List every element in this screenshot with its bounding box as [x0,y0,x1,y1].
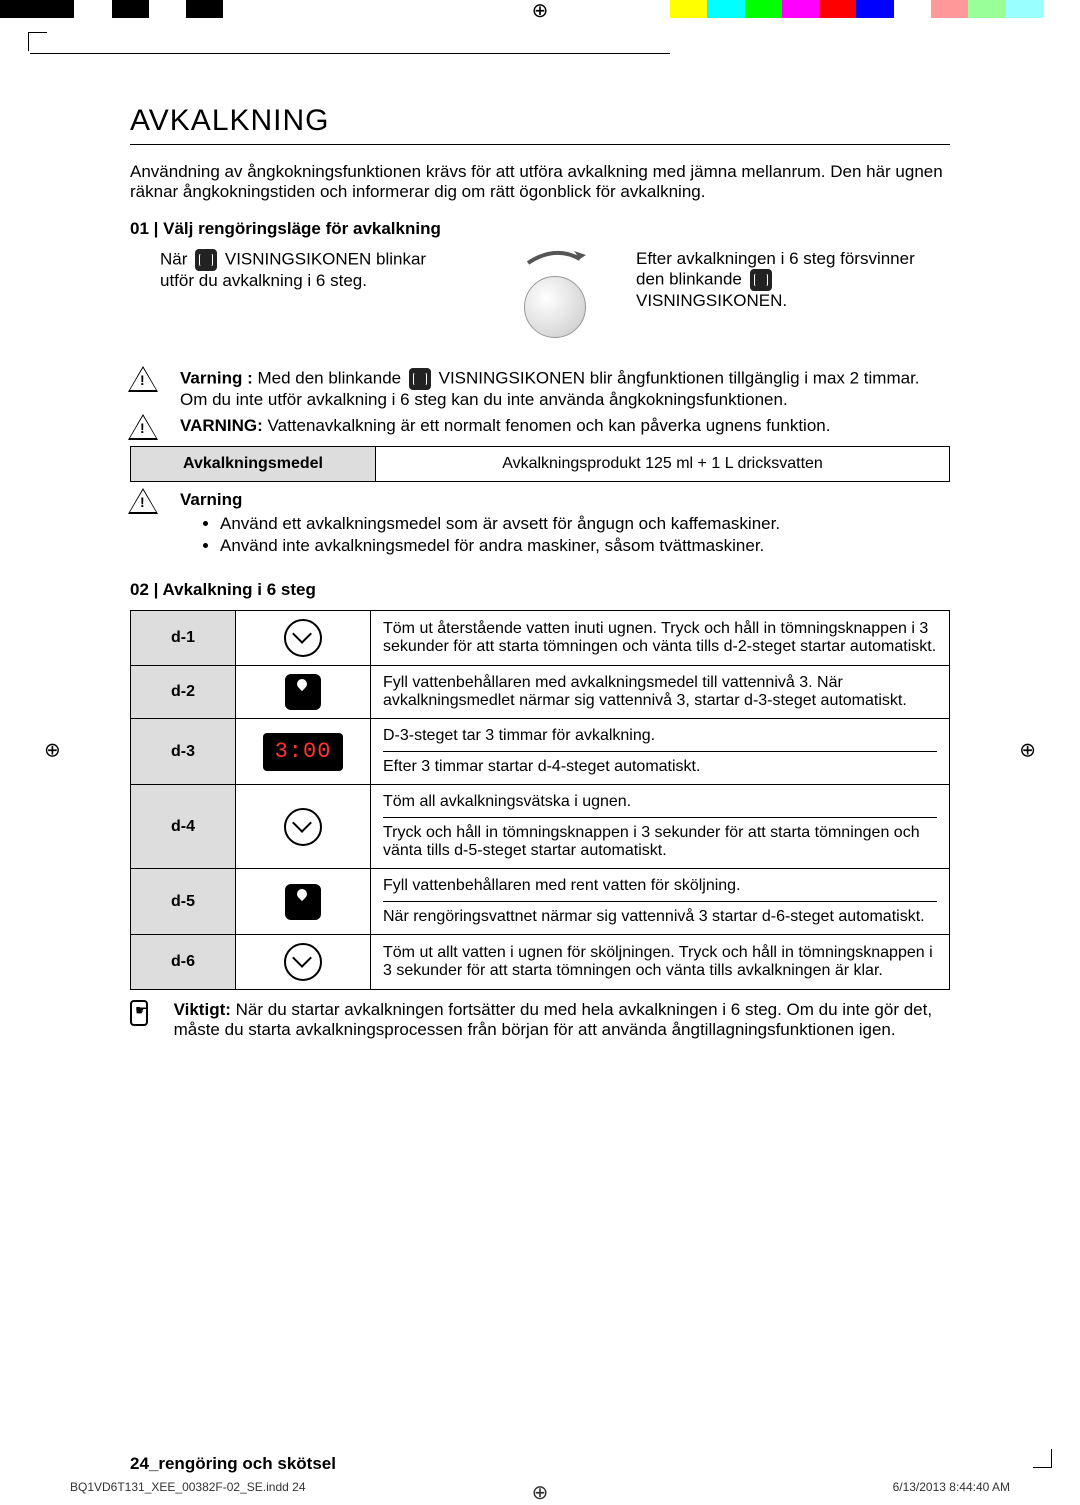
warning-list: Använd ett avkalkningsmedel som är avset… [220,514,780,556]
timer-icon: 3:00 [263,733,343,771]
table-row: d-5Fyll vattenbehållaren med rent vatten… [131,869,950,935]
intro-text: Användning av ångkokningsfunktionen kräv… [130,162,950,202]
dial-graphic [490,249,620,338]
warning-2: VARNING: Vattenavkalkning är ett normalt… [130,416,950,438]
step1-left: När VISNINGSIKONEN blinkar utför du avka… [130,249,474,291]
content: AVKALKNING Användning av ångkokningsfunk… [0,54,1080,1040]
steps-table: d-1Töm ut återstående vatten inuti ugnen… [130,610,950,990]
warning-icon [130,368,156,390]
drain-icon [284,619,322,657]
dial-icon [524,276,586,338]
warning-1: Varning : Med den blinkande VISNINGSIKON… [130,368,950,410]
drain-icon [284,808,322,846]
table-value: Avkalkningsprodukt 125 ml + 1 L dricksva… [376,447,950,482]
page-title: AVKALKNING [130,104,950,145]
table-row: d-33:00D-3-steget tar 3 timmar för avkal… [131,719,950,785]
crop-mark [28,32,47,51]
table-row: d-4Töm all avkalkningsvätska i ugnen.Try… [131,785,950,869]
table-row: d-1Töm ut återstående vatten inuti ugnen… [131,611,950,666]
drain-icon [284,943,322,981]
tank-icon [285,674,321,710]
tank-icon [285,884,321,920]
crop-mark [1033,1449,1052,1468]
important-note: Viktigt: När du startar avkalkningen for… [130,1000,950,1040]
table-row: d-2Fyll vattenbehållaren med avkalknings… [131,666,950,719]
warning-icon [130,416,156,438]
page: ⊕ ⊕ ⊕ AVKALKNING Användning av ångkoknin… [0,0,1080,1500]
warning-icon [130,490,156,512]
note-icon [130,1000,148,1026]
register-mark-bottom: ⊕ [532,1480,549,1505]
print-footer: BQ1VD6T131_XEE_00382F-02_SE.indd 24 ⊕ 6/… [70,1480,1010,1494]
steam-icon [750,269,772,291]
section-02-title: 02 | Avkalkning i 6 steg [130,580,950,600]
register-mark-left: ⊕ [44,738,61,763]
table-row: d-6Töm ut allt vatten i ugnen för sköljn… [131,935,950,990]
page-footer: 24_rengöring och skötsel [130,1454,950,1474]
table-header: Avkalkningsmedel [131,447,376,482]
section-01-title: 01 | Välj rengöringsläge för avkalkning [130,219,950,239]
step1-row: När VISNINGSIKONEN blinkar utför du avka… [130,249,950,338]
steam-icon [195,249,217,271]
register-mark-right: ⊕ [1019,738,1036,763]
steam-icon [409,368,431,390]
step1-right: Efter avkalkningen i 6 steg försvinner d… [636,249,950,311]
descaler-table: Avkalkningsmedel Avkalkningsprodukt 125 … [130,446,950,482]
register-mark-top: ⊕ [532,0,549,23]
warning-3: Varning Använd ett avkalkningsmedel som … [130,490,950,566]
